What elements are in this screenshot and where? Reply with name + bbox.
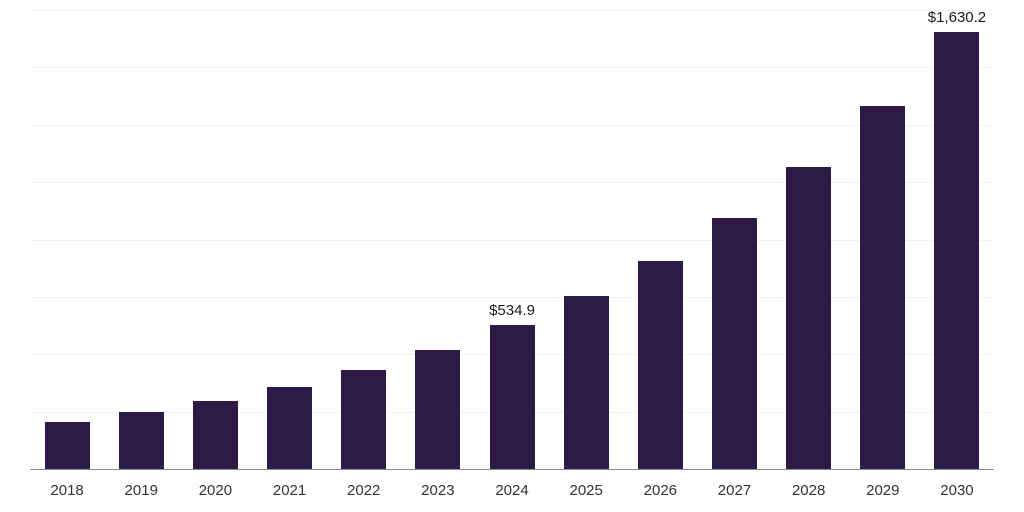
bar-column-2029	[846, 10, 920, 469]
gridline	[30, 67, 994, 69]
bar-column-2028	[772, 10, 846, 469]
bar-2023	[415, 349, 461, 469]
bar-2018	[44, 421, 90, 469]
bar-column-2024: $534.9	[475, 10, 549, 469]
x-axis-labels: 2018 2019 2020 2021 2022 2023 2024 2025 2026 2027…	[30, 470, 994, 511]
bar-column-2018	[30, 10, 104, 469]
bar-column-2025	[549, 10, 623, 469]
bar-2022	[341, 369, 387, 469]
x-tick-label-2023: 2023	[421, 482, 455, 499]
x-tick-label-2026: 2026	[643, 482, 678, 499]
bar-2026	[637, 260, 683, 469]
bar-2030	[934, 32, 980, 469]
plot-area: $534.9 $1,630.2	[30, 10, 994, 470]
bar-column-2030: $1,630.2	[920, 10, 994, 469]
bar-column-2021	[252, 10, 326, 469]
bar-2019	[118, 412, 164, 469]
x-tick-label-2019: 2019	[124, 482, 158, 499]
bar-column-2027	[697, 10, 771, 469]
bar-2028	[786, 167, 832, 469]
bar-column-2022	[327, 10, 401, 469]
x-tick-label-2029: 2029	[866, 482, 900, 499]
bar-column-2026	[623, 10, 697, 469]
gridline	[30, 239, 994, 241]
x-tick-label-2028: 2028	[791, 482, 826, 499]
bar-2027	[711, 218, 757, 469]
x-tick-label-2018: 2018	[50, 482, 84, 499]
bar-2021	[267, 386, 313, 469]
gridline	[30, 10, 994, 11]
x-tick-label-2030: 2030	[940, 482, 974, 499]
bars-group: $534.9 $1,630.2	[30, 10, 994, 469]
x-tick-label-2020: 2020	[198, 482, 233, 499]
bar-value-label-2024: $534.9	[489, 302, 535, 320]
bar-column-2019	[104, 10, 178, 469]
bar-2025	[563, 296, 609, 469]
gridline	[30, 124, 994, 126]
bar-value-label-2030: $1,630.2	[927, 9, 987, 26]
gridline	[30, 182, 994, 184]
bar-2020	[192, 400, 238, 469]
gridline	[30, 296, 994, 298]
bar-column-2020	[178, 10, 252, 469]
x-tick-label-2021: 2021	[272, 482, 307, 499]
bar-2024	[489, 325, 535, 469]
bar-2029	[860, 105, 906, 469]
bar-column-2023	[401, 10, 475, 469]
x-tick-label-2025: 2025	[569, 482, 603, 499]
x-tick-label-2022: 2022	[347, 482, 381, 499]
x-tick-label-2027: 2027	[717, 482, 752, 499]
x-tick-label-2024: 2024	[495, 482, 529, 499]
